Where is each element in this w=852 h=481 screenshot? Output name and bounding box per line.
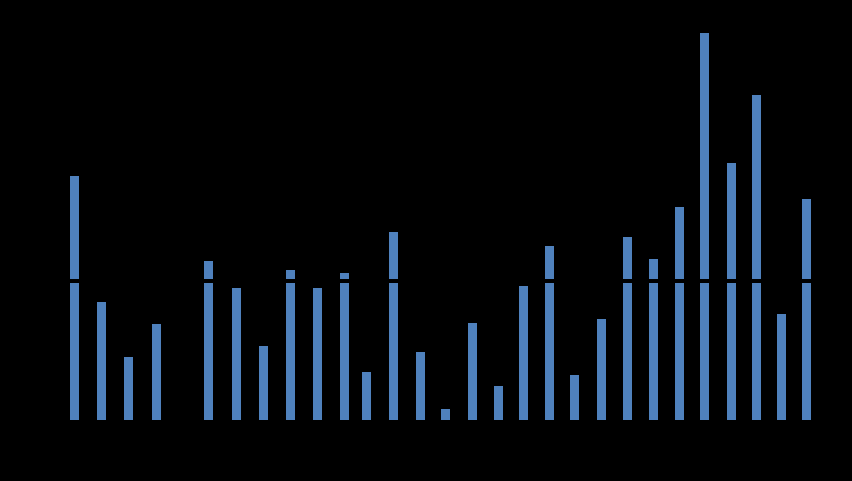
bar	[313, 288, 322, 420]
bar	[389, 232, 398, 420]
bar-threshold-marker	[541, 279, 558, 283]
bar-threshold-marker	[798, 279, 815, 283]
bar	[649, 259, 658, 420]
bar-threshold-marker	[671, 279, 688, 283]
bar	[204, 261, 213, 420]
bar	[152, 324, 161, 420]
bar	[519, 286, 528, 420]
bar	[70, 176, 79, 420]
bar	[259, 346, 268, 420]
bar	[545, 246, 554, 420]
bar	[700, 33, 709, 420]
bar-threshold-marker	[645, 279, 662, 283]
bar	[286, 270, 295, 420]
bar	[777, 314, 786, 420]
bar-threshold-marker	[385, 279, 402, 283]
bar	[597, 319, 606, 420]
bar	[97, 302, 106, 420]
bar	[727, 163, 736, 420]
bar-threshold-marker	[723, 279, 740, 283]
bar	[802, 199, 811, 420]
bar-threshold-marker	[619, 279, 636, 283]
bar-threshold-marker	[200, 279, 217, 283]
bar-threshold-marker	[696, 279, 713, 283]
bar	[232, 288, 241, 420]
bar	[441, 409, 450, 420]
bar	[340, 273, 349, 420]
bar-threshold-marker	[66, 279, 83, 283]
bar-threshold-marker	[282, 279, 299, 283]
bar-threshold-marker	[336, 279, 353, 283]
bar	[752, 95, 761, 420]
bar	[494, 386, 503, 420]
bar	[124, 357, 133, 420]
bar	[675, 207, 684, 420]
bar-threshold-marker	[748, 279, 765, 283]
bar	[570, 375, 579, 420]
bar	[416, 352, 425, 420]
bar	[623, 237, 632, 420]
bar	[468, 323, 477, 420]
bar	[362, 372, 371, 420]
